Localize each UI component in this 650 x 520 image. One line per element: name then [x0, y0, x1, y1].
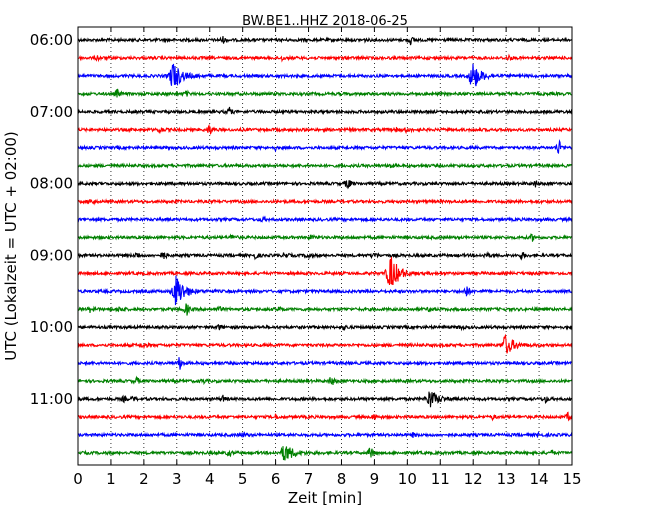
x-tick-label-0: 0: [73, 470, 83, 488]
x-tick-label-6: 6: [271, 470, 281, 488]
x-axis-label: Zeit [min]: [288, 489, 362, 507]
x-tick-label-2: 2: [139, 470, 149, 488]
trace-1115: [77, 411, 573, 422]
y-axis-label: UTC (Lokalzeit = UTC + 02:00): [2, 131, 20, 361]
trace-0730: [77, 138, 573, 154]
trace-0630: [77, 63, 573, 87]
y-tick-label-5: 11:00: [30, 390, 73, 408]
trace-0615: [77, 53, 573, 63]
trace-1145: [77, 446, 573, 461]
x-tick-label-8: 8: [337, 470, 347, 488]
trace-1015: [77, 333, 573, 354]
trace-0700: [77, 106, 573, 116]
trace-0600: [77, 36, 573, 46]
x-tick-label-3: 3: [172, 470, 182, 488]
x-tick-label-7: 7: [304, 470, 314, 488]
x-tick-label-10: 10: [398, 470, 417, 488]
trace-0915: [77, 256, 573, 286]
trace-0815: [77, 198, 573, 206]
trace-0930: [77, 275, 573, 306]
x-tick-label-12: 12: [464, 470, 483, 488]
chart-title: BW.BE1..HHZ 2018-06-25: [242, 14, 408, 29]
x-tick-label-11: 11: [431, 470, 450, 488]
trace-0830: [77, 215, 573, 224]
x-tick-label-14: 14: [530, 470, 549, 488]
trace-1045: [77, 375, 573, 386]
x-tick-label-4: 4: [205, 470, 215, 488]
y-axis: 06:00 07:00 08:00 09:00 10:00 11:00: [30, 31, 572, 408]
trace-0800: [77, 180, 573, 190]
x-tick-label-9: 9: [370, 470, 380, 488]
trace-0745: [77, 162, 573, 170]
trace-1030: [77, 357, 573, 370]
x-tick-label-13: 13: [497, 470, 516, 488]
trace-1100: [77, 391, 573, 408]
trace-0900: [77, 251, 573, 261]
x-axis: 0 1 2 3 4 5 6 7 8 9 10 11 12 13 14 15: [73, 27, 582, 488]
trace-1130: [77, 431, 573, 439]
trace-0945: [77, 303, 573, 316]
x-tick-label-1: 1: [106, 470, 116, 488]
y-tick-label-4: 10:00: [30, 318, 73, 336]
x-tick-label-5: 5: [238, 470, 248, 488]
y-tick-label-0: 06:00: [30, 31, 73, 49]
trace-0645: [77, 88, 573, 98]
x-tick-label-15: 15: [562, 470, 581, 488]
trace-1000: [77, 323, 573, 332]
trace-0715: [77, 123, 573, 135]
y-tick-label-3: 09:00: [30, 246, 73, 264]
trace-0845: [77, 233, 573, 242]
y-tick-label-1: 07:00: [30, 103, 73, 121]
seismogram-traces: [77, 36, 573, 461]
y-tick-label-2: 08:00: [30, 175, 73, 193]
plot-frame: [77, 26, 573, 466]
